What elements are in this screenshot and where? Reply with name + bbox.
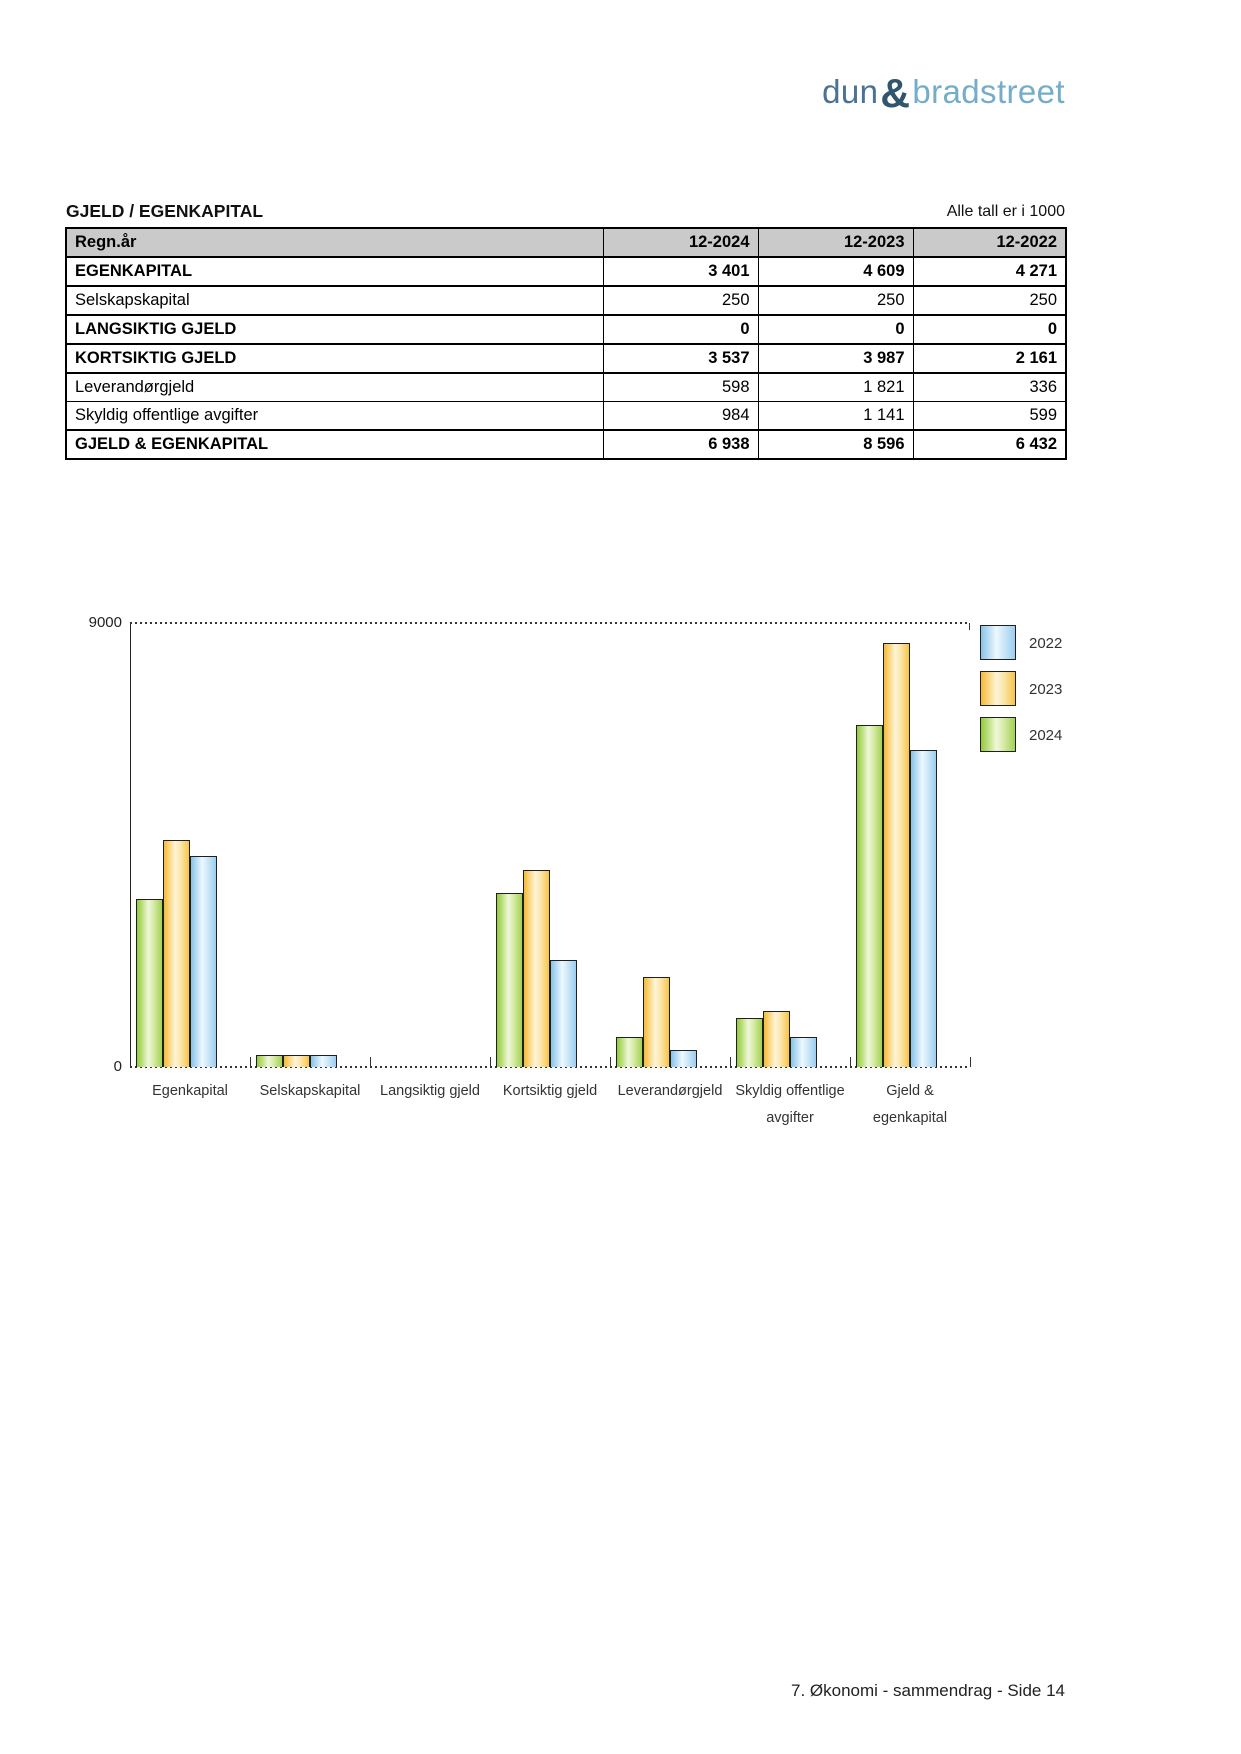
row-value: 2 161 — [912, 343, 1067, 374]
col-header: 12-2023 — [757, 227, 914, 258]
row-value: 336 — [912, 372, 1067, 402]
col-header: 12-2022 — [912, 227, 1067, 258]
bar-2024 — [856, 725, 883, 1067]
dun-bradstreet-logo: dun&bradstreet — [822, 70, 1065, 117]
row-value: 250 — [602, 285, 759, 316]
col-header: 12-2024 — [602, 227, 759, 258]
x-axis-tick — [250, 1057, 251, 1067]
bar-2023 — [523, 870, 550, 1067]
logo-bradstreet: bradstreet — [912, 73, 1065, 110]
page-footer: 7. Økonomi - sammendrag - Side 14 — [790, 1681, 1065, 1700]
bar-2023 — [283, 1055, 310, 1067]
x-axis-tick — [850, 1057, 851, 1067]
bar-2023 — [763, 1011, 790, 1067]
legend-swatch-2024 — [980, 717, 1016, 752]
table-row: LANGSIKTIG GJELD 0 0 0 — [65, 314, 1067, 345]
table-row: Skyldig offentlige avgifter 984 1 141 599 — [65, 401, 1067, 431]
x-axis-tick — [730, 1057, 731, 1067]
bar-2022 — [910, 750, 937, 1067]
logo-ampersand-icon: & — [880, 70, 911, 116]
category-label: Selskapskapital — [259, 1083, 361, 1099]
row-value: 250 — [912, 285, 1067, 316]
row-value: 3 401 — [602, 256, 759, 287]
bar-2022 — [310, 1055, 337, 1067]
row-label: EGENKAPITAL — [65, 256, 604, 287]
col-header: Regn.år — [65, 227, 604, 258]
row-value: 4 271 — [912, 256, 1067, 287]
category-label: Egenkapital — [152, 1083, 228, 1099]
row-value: 6 938 — [602, 429, 759, 460]
bar-2024 — [496, 893, 523, 1067]
bar-2024 — [616, 1037, 643, 1067]
legend-swatch-2023 — [980, 671, 1016, 706]
bar-2024 — [736, 1018, 763, 1067]
row-value: 984 — [602, 401, 759, 431]
category-label: Kortsiktig gjeld — [502, 1083, 598, 1099]
y-zero-label: 0 — [113, 1058, 122, 1075]
category-label: Skyldig offentlige avgifter — [735, 1083, 845, 1126]
row-value: 0 — [757, 314, 914, 345]
table-row: EGENKAPITAL 3 401 4 609 4 271 — [65, 256, 1067, 287]
legend-label-2024: 2024 — [1029, 727, 1063, 744]
y-max-label: 9000 — [88, 614, 122, 631]
table-header: Regn.år 12-2024 12-2023 12-2022 — [65, 227, 1067, 258]
legend-swatch-2022 — [980, 625, 1016, 660]
row-label: KORTSIKTIG GJELD — [65, 343, 604, 374]
y-axis-line — [130, 623, 131, 1067]
gridline-end-tick — [969, 623, 970, 630]
x-axis-tick — [490, 1057, 491, 1067]
bar-2023 — [163, 840, 190, 1067]
row-label: Skyldig offentlige avgifter — [65, 401, 604, 431]
category-label: Gjeld & egenkapital — [872, 1083, 948, 1126]
table-header-row: Regn.år 12-2024 12-2023 12-2022 — [65, 227, 1067, 258]
x-axis-tick — [610, 1057, 611, 1067]
bar-2024 — [136, 899, 163, 1067]
legend-label-2022: 2022 — [1029, 635, 1063, 652]
bar-2024 — [256, 1055, 283, 1067]
bar-2022 — [670, 1050, 697, 1067]
x-axis-baseline — [130, 1066, 970, 1068]
row-value: 0 — [602, 314, 759, 345]
category-label: Langsiktig gjeld — [380, 1083, 480, 1099]
gridline-ymax — [130, 622, 970, 624]
bar-2023 — [883, 643, 910, 1067]
row-value: 1 141 — [757, 401, 914, 431]
table-row: KORTSIKTIG GJELD 3 537 3 987 2 161 — [65, 343, 1067, 374]
row-value: 0 — [912, 314, 1067, 345]
x-axis-tick — [970, 1057, 971, 1067]
bar-2023 — [643, 977, 670, 1067]
category-label: Leverandørgjeld — [617, 1083, 723, 1099]
row-value: 6 432 — [912, 429, 1067, 460]
row-label: LANGSIKTIG GJELD — [65, 314, 604, 345]
units-note: Alle tall er i 1000 — [946, 203, 1065, 220]
row-value: 8 596 — [757, 429, 914, 460]
table-body: EGENKAPITAL 3 401 4 609 4 271 Selskapskapita… — [65, 256, 1067, 460]
section-title: GJELD / EGENKAPITAL — [66, 201, 264, 221]
bar-2022 — [790, 1037, 817, 1067]
x-axis-tick — [370, 1057, 371, 1067]
bar-2022 — [550, 960, 577, 1067]
balance-table: Regn.år 12-2024 12-2023 12-2022 EGENKAPITAL… — [65, 227, 1067, 460]
table-row: GJELD & EGENKAPITAL 6 938 8 596 6 432 — [65, 429, 1067, 460]
legend-label-2023: 2023 — [1029, 681, 1063, 698]
row-value: 3 987 — [757, 343, 914, 374]
row-label: GJELD & EGENKAPITAL — [65, 429, 604, 460]
row-value: 3 537 — [602, 343, 759, 374]
logo-dun: dun — [822, 73, 879, 110]
bar-2022 — [190, 856, 217, 1067]
row-value: 4 609 — [757, 256, 914, 287]
